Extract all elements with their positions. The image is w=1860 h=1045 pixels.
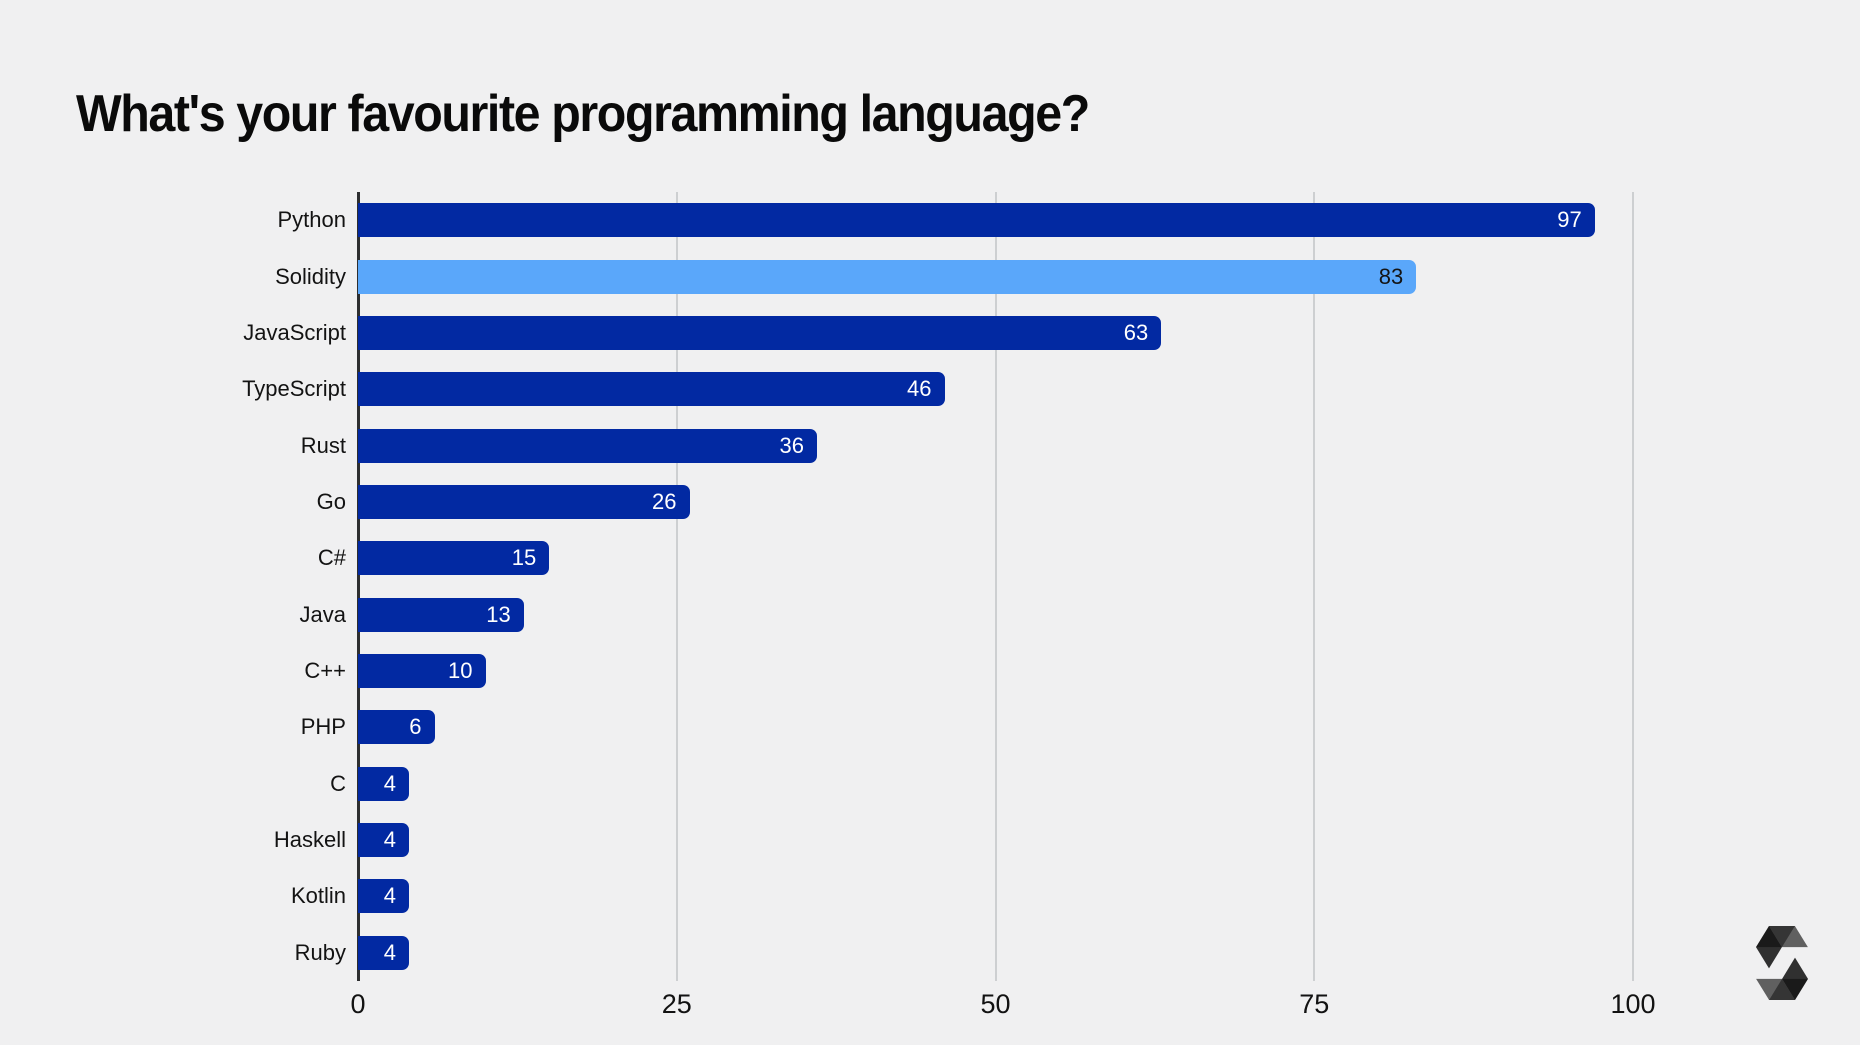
bar: 4 <box>358 823 409 858</box>
x-tick-label: 25 <box>661 989 692 1019</box>
y-axis-line <box>357 192 360 981</box>
category-label: Rust <box>300 432 346 458</box>
bar-track: 4 <box>358 935 1633 970</box>
gridline-50 <box>994 192 997 981</box>
bar: 10 <box>358 654 486 689</box>
bar-row: Java 13 <box>88 587 1633 643</box>
bar: 46 <box>358 372 945 407</box>
category-label: Solidity <box>275 263 346 289</box>
x-tick-label: 0 <box>350 989 366 1019</box>
x-tick-label: 75 <box>1299 989 1330 1019</box>
x-axis-ticks: 0 25 50 75 100 <box>350 989 1655 1024</box>
bar: 63 <box>358 315 1162 350</box>
bar-track: 97 <box>358 203 1633 238</box>
bar-row: Python 97 <box>88 192 1633 248</box>
bar-track: 4 <box>358 766 1633 801</box>
chart-title: What's your favourite programming langua… <box>76 85 1090 143</box>
bar-value-label: 97 <box>1557 207 1582 233</box>
bar-value-label: 83 <box>1378 263 1404 289</box>
category-label: Python <box>277 207 347 233</box>
bar-row: Ruby 4 <box>88 925 1633 981</box>
bar-track: 6 <box>358 710 1633 745</box>
bar-row: TypeScript 46 <box>88 361 1633 417</box>
bar-row: JavaScript 63 <box>88 305 1633 361</box>
category-label: Haskell <box>273 827 346 853</box>
bar: 6 <box>358 710 435 745</box>
bar: 97 <box>358 203 1595 238</box>
bar-track: 4 <box>358 879 1633 914</box>
bar: 4 <box>358 935 409 970</box>
category-label: Go <box>316 488 346 514</box>
bar-row: C++ 10 <box>88 643 1633 699</box>
bar-value-label: 36 <box>779 432 804 458</box>
bar: 13 <box>358 597 524 632</box>
bar: 15 <box>358 541 550 576</box>
bar: 4 <box>358 766 409 801</box>
x-tick-label: 100 <box>1610 989 1656 1019</box>
bar-track: 13 <box>358 597 1633 632</box>
bar-track: 46 <box>358 372 1633 407</box>
bar-rows: Python 97 Solidity 83 JavaScript 63 TypeScript… <box>88 192 1633 981</box>
bar: 36 <box>358 428 817 463</box>
category-label: Ruby <box>294 939 346 965</box>
bar-value-label: 4 <box>383 883 396 909</box>
bar-value-label: 63 <box>1123 319 1149 345</box>
bar-value-label: 4 <box>383 827 396 853</box>
bar-track: 83 <box>358 259 1633 294</box>
bar-value-label: 4 <box>383 939 396 965</box>
bar: 83 <box>358 259 1417 294</box>
bar-row: Kotlin 4 <box>88 868 1633 924</box>
gridline-25 <box>675 192 678 981</box>
bar-row: Go 26 <box>88 474 1633 530</box>
bar-value-label: 4 <box>383 770 396 796</box>
category-label: C# <box>317 545 346 571</box>
category-label: C <box>330 770 346 796</box>
bar-track: 26 <box>358 484 1633 519</box>
bar-track: 15 <box>358 541 1633 576</box>
bar-value-label: 15 <box>511 545 537 571</box>
bar-row: PHP 6 <box>88 699 1633 755</box>
category-label: TypeScript <box>242 376 346 402</box>
bar: 26 <box>358 484 690 519</box>
bar-value-label: 46 <box>907 376 932 402</box>
bar-row: Rust 36 <box>88 417 1633 473</box>
category-label: C++ <box>304 658 346 684</box>
bar-track: 10 <box>358 654 1633 689</box>
bar-value-label: 13 <box>486 601 511 627</box>
x-tick-label: 50 <box>980 989 1011 1019</box>
bar-track: 4 <box>358 823 1633 858</box>
bar-row: C# 15 <box>88 530 1633 586</box>
category-label: Java <box>299 601 346 627</box>
bar-row: Haskell 4 <box>88 812 1633 868</box>
bar-track: 63 <box>358 315 1633 350</box>
category-label: PHP <box>300 714 346 740</box>
category-label: Kotlin <box>290 883 346 909</box>
bar-value-label: 26 <box>652 488 677 514</box>
bar: 4 <box>358 879 409 914</box>
solidity-logo-icon <box>1756 926 1808 1000</box>
bar-row: Solidity 83 <box>88 248 1633 304</box>
category-label: JavaScript <box>243 319 346 345</box>
gridline-75 <box>1313 192 1316 981</box>
bar-track: 36 <box>358 428 1633 463</box>
plot-area <box>357 192 1634 981</box>
bar-value-label: 6 <box>409 714 422 740</box>
solidity-logo <box>1756 926 1808 1000</box>
bar-value-label: 10 <box>448 658 473 684</box>
gridline-100 <box>1632 192 1634 981</box>
